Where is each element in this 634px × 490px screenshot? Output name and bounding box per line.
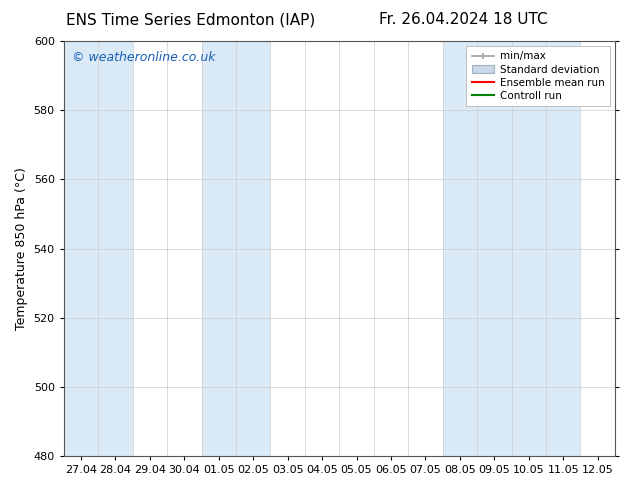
Bar — [64, 41, 133, 456]
Text: Fr. 26.04.2024 18 UTC: Fr. 26.04.2024 18 UTC — [378, 12, 547, 27]
Text: ENS Time Series Edmonton (IAP): ENS Time Series Edmonton (IAP) — [65, 12, 315, 27]
Y-axis label: Temperature 850 hPa (°C): Temperature 850 hPa (°C) — [15, 167, 28, 330]
Legend: min/max, Standard deviation, Ensemble mean run, Controll run: min/max, Standard deviation, Ensemble me… — [467, 46, 610, 106]
Bar — [202, 41, 271, 456]
Bar — [443, 41, 580, 456]
Text: © weatheronline.co.uk: © weatheronline.co.uk — [72, 51, 216, 64]
